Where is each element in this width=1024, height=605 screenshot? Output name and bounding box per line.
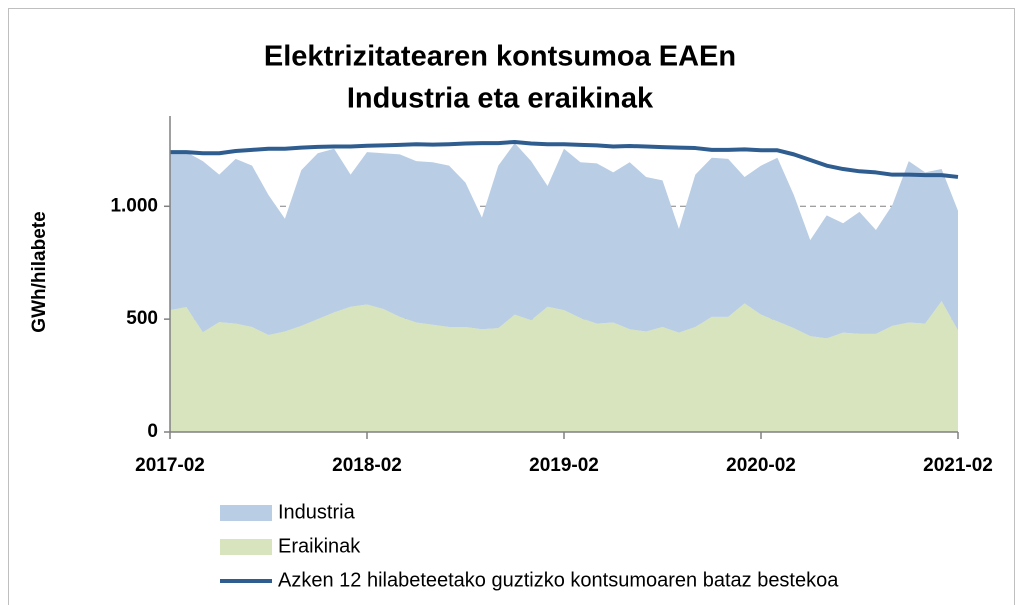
chart-subtitle: Industria eta eraikinak	[347, 83, 654, 115]
y-tick-label: 500	[126, 308, 158, 329]
x-tick-label: 2017-02	[135, 455, 205, 476]
y-tick-label: 0	[147, 421, 158, 442]
chart-title: Elektrizitatearen kontsumoa EAEn	[264, 41, 736, 73]
area	[170, 143, 958, 339]
line	[170, 139, 959, 179]
x-tick-label: 2021-02	[923, 455, 993, 476]
y-tick-label: 1.000	[110, 195, 158, 216]
x-tick-label: 2020-02	[726, 455, 796, 476]
legend-swatch	[220, 505, 272, 521]
legend-label: Eraikinak	[278, 535, 361, 557]
legend-swatch	[220, 539, 272, 555]
x-tick-label: 2019-02	[529, 455, 599, 476]
y-axis-label: GWh/hilabete	[29, 211, 50, 332]
area	[170, 301, 958, 432]
legend-label: Industria	[278, 501, 356, 523]
x-tick-label: 2018-02	[332, 455, 402, 476]
legend-label: Azken 12 hilabeteetako guztizko kontsumo…	[278, 569, 839, 591]
